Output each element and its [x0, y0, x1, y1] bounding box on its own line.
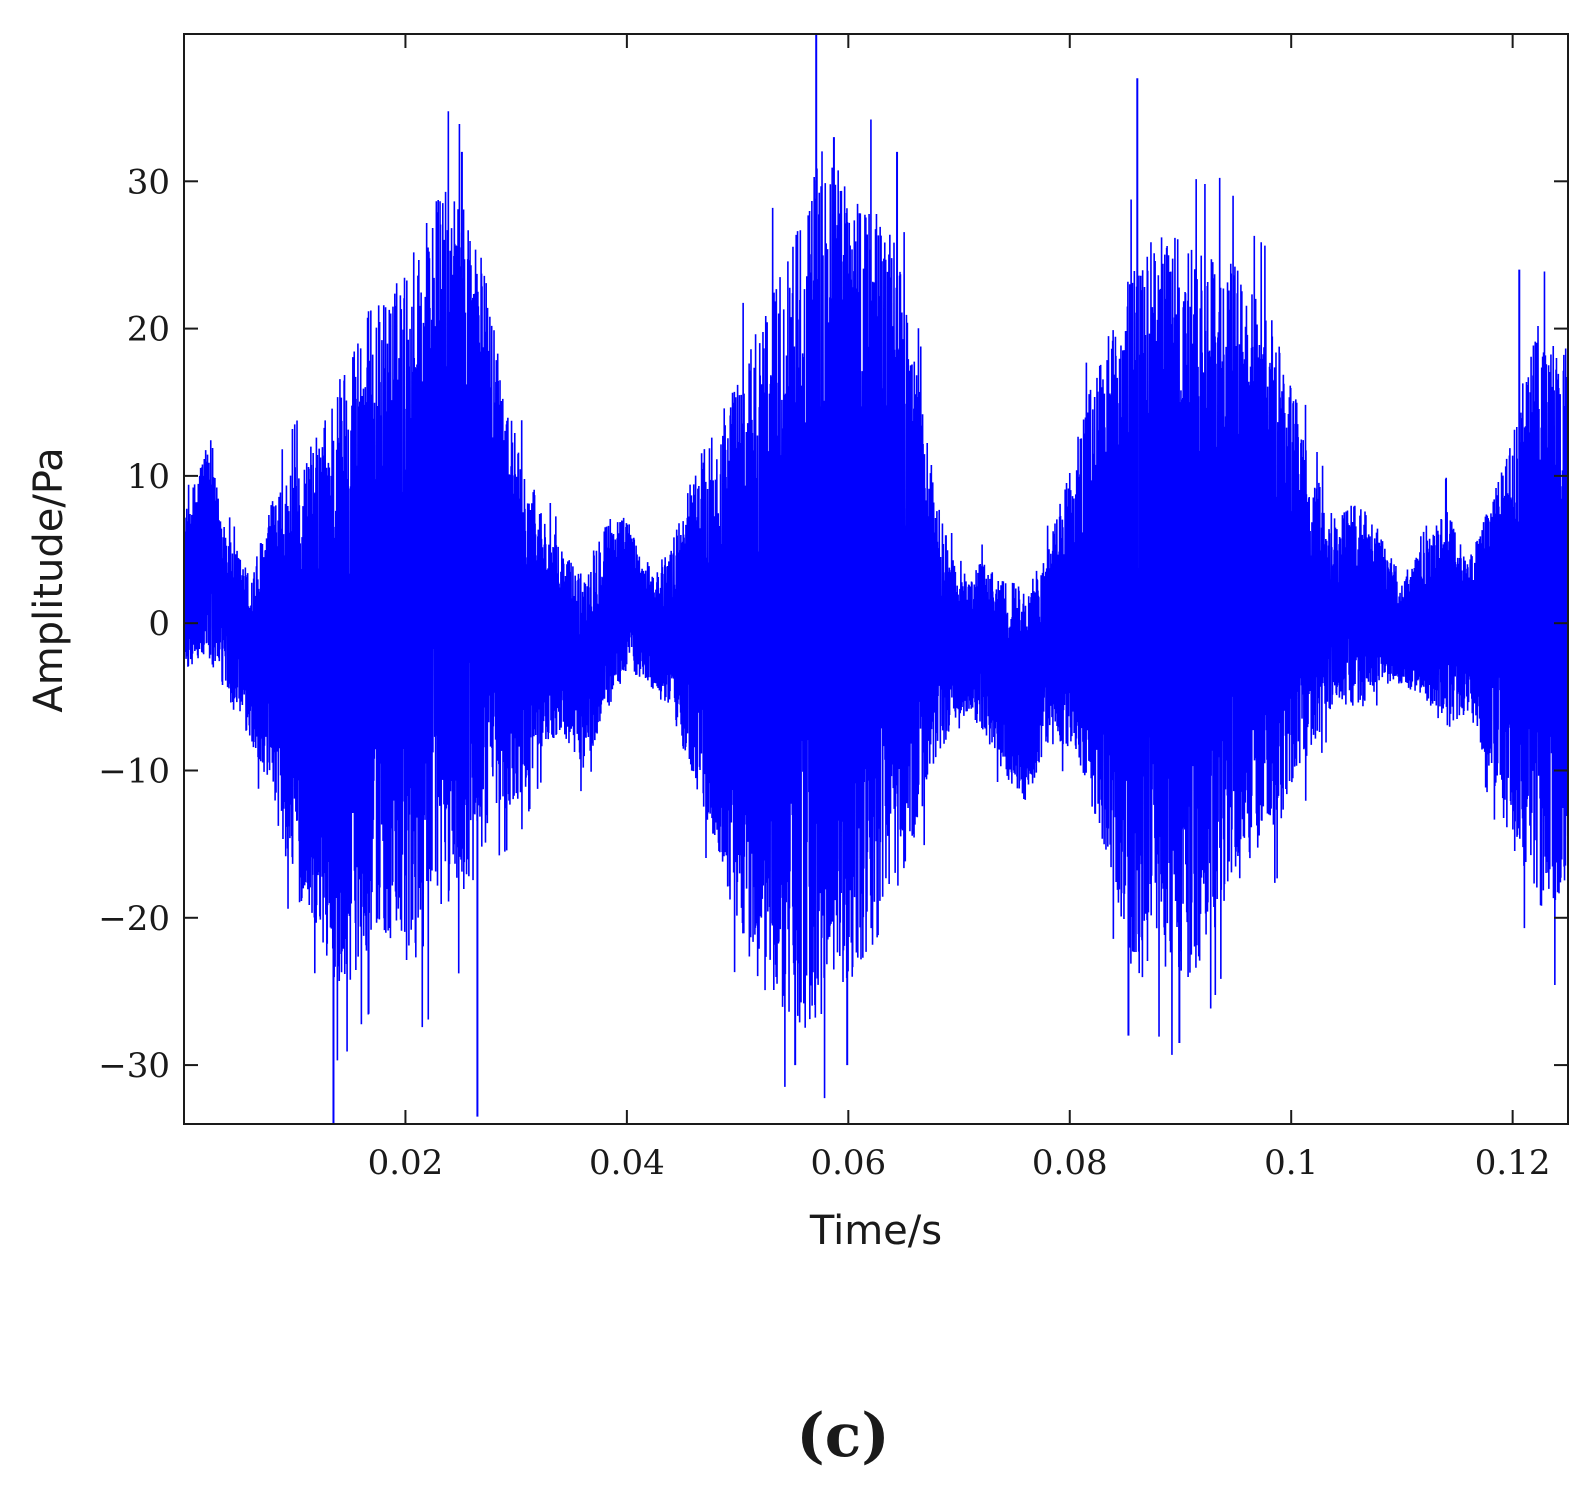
x-tick-labels: 0.02 0.04 0.06 0.08 0.1 0.12 [368, 1143, 1551, 1183]
signal-series [184, 34, 1568, 1124]
y-tick-label: −30 [98, 1046, 170, 1086]
y-tick-label: 0 [148, 604, 170, 644]
y-axis-label: Amplitude/Pa [26, 447, 72, 712]
panel-label: (c) [796, 1401, 889, 1471]
y-tick-label: 10 [127, 457, 170, 497]
x-tick-label: 0.12 [1475, 1143, 1551, 1183]
y-tick-label: 20 [127, 310, 170, 350]
x-tick-label: 0.06 [810, 1143, 886, 1183]
signal-line [184, 111, 1568, 1099]
y-tick-label: 30 [127, 162, 170, 202]
x-tick-label: 0.08 [1032, 1143, 1108, 1183]
y-tick-label: −10 [98, 751, 170, 791]
plot-frame [183, 33, 1569, 1125]
x-tick-label: 0.04 [589, 1143, 665, 1183]
x-tick-label: 0.02 [368, 1143, 444, 1183]
y-tick-label: −20 [98, 899, 170, 939]
y-tick-labels: 30 20 10 0 −10 −20 −30 [98, 162, 170, 1086]
axis-ticks [184, 34, 1568, 1124]
x-axis-label: Time/s [809, 1208, 942, 1254]
x-tick-label: 0.1 [1264, 1143, 1318, 1183]
